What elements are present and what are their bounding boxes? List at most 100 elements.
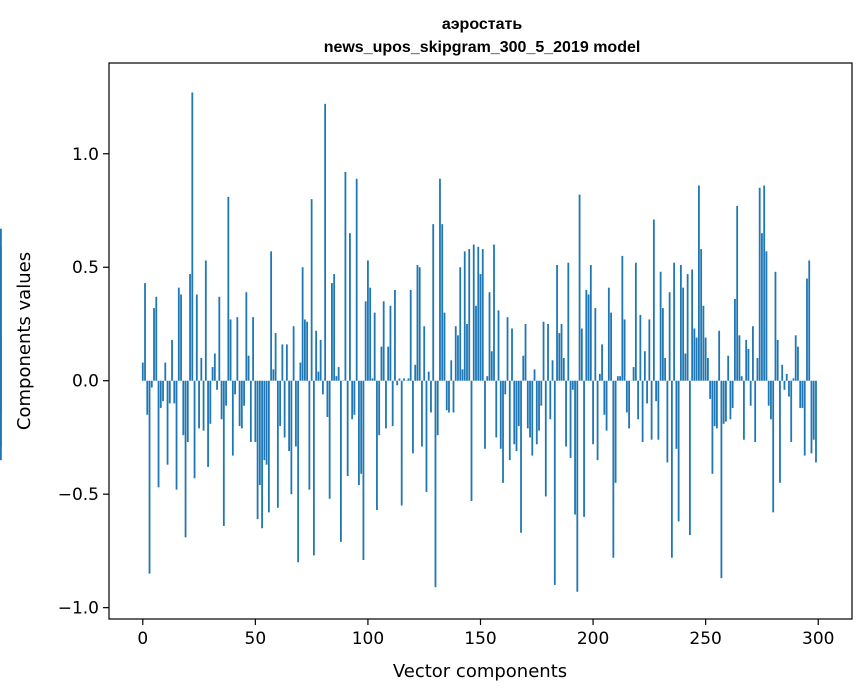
bar (704, 337, 707, 381)
bar (533, 369, 536, 381)
bar (227, 196, 230, 381)
bar (709, 380, 712, 399)
bar (767, 380, 770, 406)
bar (272, 369, 275, 381)
bar (378, 380, 381, 436)
bar (285, 344, 288, 381)
bar (754, 380, 757, 442)
bar (688, 380, 691, 536)
y-tick-label: 0.5 (72, 258, 99, 278)
bar (349, 233, 351, 381)
bar (353, 380, 356, 415)
bar (234, 380, 236, 395)
bar (684, 353, 687, 381)
bar (175, 380, 178, 490)
bar (204, 260, 207, 381)
bar (364, 301, 367, 381)
bar (484, 380, 486, 449)
bar (421, 380, 423, 447)
bar (186, 380, 189, 442)
bar (659, 271, 662, 381)
bar (452, 380, 455, 413)
bar (331, 283, 333, 381)
bar (488, 292, 491, 381)
bar (504, 380, 507, 395)
bar (321, 380, 324, 395)
bar (711, 380, 714, 474)
bar (312, 380, 315, 556)
bar (407, 378, 410, 381)
bar (686, 274, 689, 381)
bar (783, 380, 786, 390)
bar (493, 244, 495, 381)
bar (445, 380, 448, 411)
bar (526, 380, 529, 429)
bar (308, 380, 311, 490)
bar (612, 380, 615, 558)
bar (193, 380, 196, 479)
bar (245, 292, 248, 381)
bar (0, 246, 2, 381)
bar (682, 287, 685, 381)
bar (209, 380, 212, 424)
bar (637, 380, 640, 420)
bar (274, 333, 277, 381)
bar (236, 317, 239, 381)
x-tick-label: 250 (689, 629, 721, 649)
bar (569, 380, 572, 458)
plot-area-frame (108, 62, 853, 620)
bar (382, 301, 385, 381)
bar (729, 380, 732, 420)
bar (153, 308, 155, 381)
bar (276, 380, 279, 508)
bar (589, 264, 592, 381)
bar (713, 380, 716, 427)
bar (781, 364, 784, 381)
bar (344, 171, 347, 381)
bar (324, 103, 327, 381)
bar (560, 323, 563, 381)
bar (159, 380, 162, 408)
bar (605, 380, 608, 431)
bar (657, 380, 660, 440)
bar (639, 314, 642, 381)
bar (540, 380, 543, 406)
bar (722, 380, 725, 424)
bar (315, 330, 318, 381)
bar (603, 380, 606, 415)
bar (425, 380, 428, 492)
bar (283, 380, 286, 438)
bar (162, 380, 164, 402)
x-axis-label: Vector components (393, 661, 567, 682)
bar (0, 380, 2, 411)
bar (578, 194, 581, 381)
bar (587, 294, 590, 381)
bar (810, 380, 813, 454)
bar (427, 371, 430, 381)
bar (691, 269, 694, 381)
bar (222, 380, 225, 526)
x-tick-label: 50 (245, 629, 267, 649)
bar (459, 267, 462, 381)
bar (249, 380, 252, 442)
bar (412, 380, 414, 454)
bar (340, 380, 342, 542)
y-tick-label: 0.0 (72, 372, 99, 392)
bar (150, 380, 153, 388)
bar (740, 376, 743, 381)
bar (628, 380, 630, 429)
bar (788, 380, 790, 397)
x-tick-label: 0 (137, 629, 148, 649)
bar (166, 380, 169, 465)
bar (472, 244, 475, 381)
bar (207, 380, 209, 467)
bar (542, 321, 545, 381)
bar (303, 319, 306, 381)
bar (301, 267, 304, 381)
bar (155, 296, 158, 381)
bar (664, 358, 667, 381)
bar (567, 262, 570, 381)
bar (171, 339, 173, 381)
bar (675, 380, 678, 449)
